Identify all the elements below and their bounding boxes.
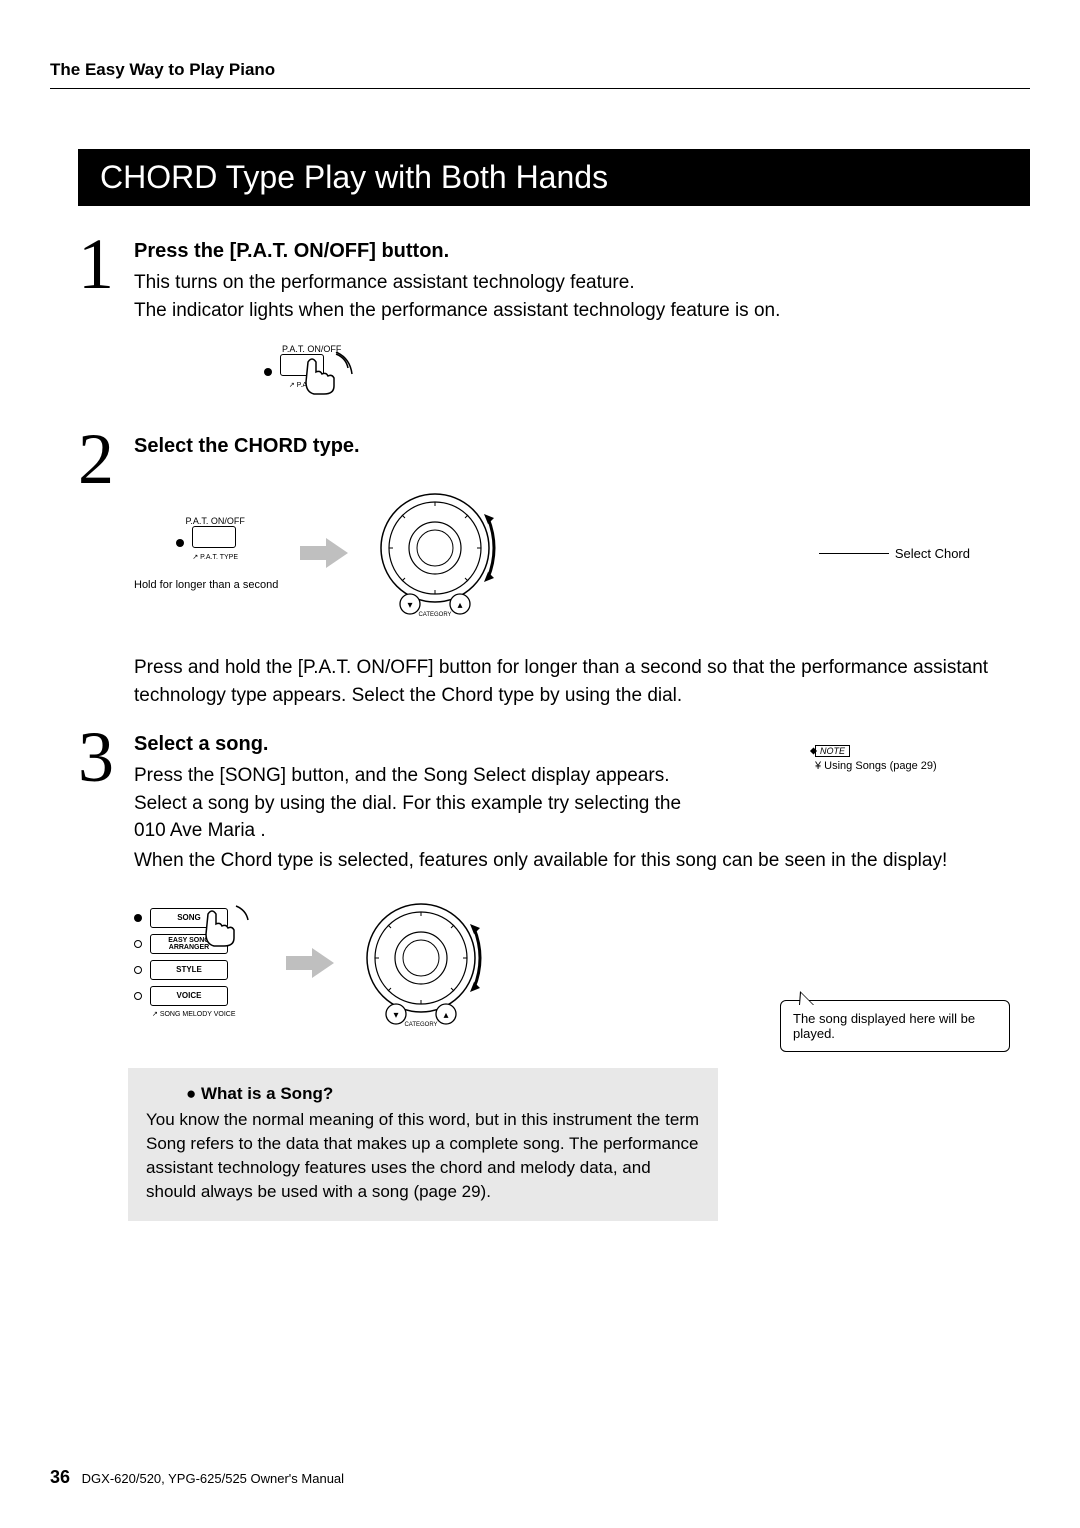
step-number: 2 — [78, 429, 134, 709]
arrow-right-icon — [300, 538, 348, 568]
hand-press-icon — [298, 352, 354, 398]
step-heading: Press the [P.A.T. ON/OFF] button. — [134, 240, 1030, 263]
svg-text:▾: ▾ — [408, 600, 413, 611]
step-text: Press the [SONG] button, and the Song Se… — [134, 762, 714, 845]
what-is-song-box: ● What is a Song? You know the normal me… — [128, 1068, 718, 1221]
hold-caption: Hold for longer than a second — [134, 579, 278, 591]
page-footer: 36 DGX-620/520, YPG-625/525 Owner's Manu… — [50, 1467, 344, 1488]
style-button: STYLE — [150, 960, 228, 980]
step-text: This turns on the performance assistant … — [134, 269, 1030, 324]
led-icon — [134, 940, 142, 948]
step-number: 1 — [78, 234, 134, 389]
voice-button: VOICE — [150, 986, 228, 1006]
svg-text:CATEGORY: CATEGORY — [419, 612, 452, 618]
song-buttons-diagram: SONG EASY SONG ARRANGER STYLE VOICE ↗ SO… — [134, 908, 236, 1018]
svg-text:▴: ▴ — [443, 1010, 448, 1021]
callout-text: The song displayed here will be played. — [793, 1011, 975, 1041]
note-box: NOTE ¥ Using Songs (page 29) — [815, 745, 995, 772]
step-2: 2 Select the CHORD type. P.A.T. ON/OFF ↗… — [78, 429, 1030, 709]
select-chord-pointer: Select Chord — [819, 546, 970, 561]
pat-hold-diagram: P.A.T. ON/OFF ↗ P.A.T. TYPE Hold for lon… — [134, 516, 278, 591]
led-icon — [264, 368, 272, 376]
led-icon — [134, 992, 142, 1000]
step-1: 1 Press the [P.A.T. ON/OFF] button. This… — [78, 234, 1030, 389]
page-number: 36 — [50, 1467, 70, 1487]
select-chord-label: Select Chord — [895, 546, 970, 561]
dial-icon: ▾ ▴ CATEGORY — [356, 898, 486, 1028]
svg-text:▾: ▾ — [393, 1010, 398, 1021]
hand-press-icon — [198, 904, 254, 950]
manual-title: DGX-620/520, YPG-625/525 Owner's Manual — [82, 1471, 344, 1486]
step-heading: Select the CHORD type. — [134, 435, 1030, 458]
step-text: When the Chord type is selected, feature… — [134, 847, 1030, 875]
button-icon — [192, 526, 236, 548]
step-number: 3 — [78, 727, 134, 1028]
step-3: 3 Select a song. Press the [SONG] button… — [78, 727, 1030, 1028]
led-icon — [134, 914, 142, 922]
note-flag: NOTE — [815, 745, 850, 757]
dial-icon: ▾ ▴ CATEGORY — [370, 488, 500, 618]
svg-text:CATEGORY: CATEGORY — [404, 1022, 437, 1028]
svg-text:▴: ▴ — [458, 600, 463, 611]
breadcrumb: The Easy Way to Play Piano — [50, 60, 1030, 80]
step-text: Press and hold the [P.A.T. ON/OFF] butto… — [134, 654, 1030, 709]
pat-onoff-label: P.A.T. ON/OFF — [152, 516, 278, 526]
note-text: ¥ Using Songs (page 29) — [815, 760, 937, 772]
section-title: CHORD Type Play with Both Hands — [78, 149, 1030, 206]
arrow-right-icon — [286, 948, 334, 978]
led-icon — [134, 966, 142, 974]
song-display-callout: The song displayed here will be played. — [780, 1000, 1010, 1052]
song-melody-label: ↗ SONG MELODY VOICE — [152, 1010, 236, 1018]
what-title: ● What is a Song? — [186, 1082, 700, 1106]
divider — [50, 88, 1030, 89]
what-body: You know the normal meaning of this word… — [146, 1110, 699, 1200]
pat-button-diagram: P.A.T. ON/OFF ↗ P.A.T. TYPE — [264, 344, 341, 389]
